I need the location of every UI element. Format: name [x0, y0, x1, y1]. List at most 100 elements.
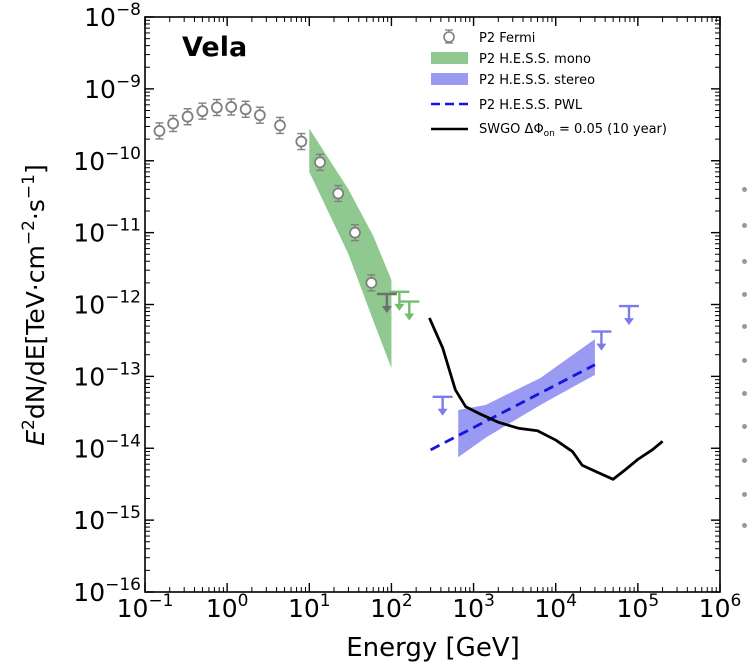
y-tick-base: 10: [73, 506, 105, 535]
y-tick-exp: −13: [105, 359, 141, 379]
legend-item-hess-pwl: P2 H.E.S.S. PWL: [431, 98, 583, 113]
fermi-point: [153, 125, 166, 137]
y-label-mid-sup: −2: [19, 220, 39, 245]
tick-labels: 10−1 100 101 102 103 104 105 10610−1610−1510−14…: [73, 0, 741, 623]
fermi-point: [365, 276, 378, 289]
y-label-post: ]: [21, 164, 50, 174]
x-tick-label: 105: [617, 591, 660, 623]
edge-dot: [742, 187, 747, 192]
legend-stereo-swatch: [431, 73, 468, 85]
legend-mono-label: P2 H.E.S.S. mono: [479, 52, 591, 67]
edge-dot: [742, 523, 747, 528]
legend-item-fermi: P2 Fermi: [443, 29, 535, 46]
legend-fermi-label: P2 Fermi: [479, 31, 535, 46]
edge-dot: [742, 424, 747, 429]
y-tick-exp: −11: [105, 216, 141, 236]
legend-stereo-label: P2 H.E.S.S. stereo: [479, 73, 595, 88]
hess-mono-band: [309, 128, 392, 369]
swgo-sensitivity-line: [428, 317, 664, 481]
fermi-point: [239, 103, 252, 116]
fermi-point: [253, 109, 266, 122]
hess-stereo-upper-limit-head: [623, 318, 634, 326]
hess-stereo-upper-limit-head: [437, 408, 448, 416]
edge-dot: [742, 292, 747, 297]
fermi-point: [196, 105, 209, 118]
y-tick-base: 10: [73, 291, 105, 320]
x-tick-base: 10: [534, 594, 566, 623]
edge-dot: [742, 223, 747, 228]
fermi-point: [295, 135, 308, 148]
y-tick-label: 10−9: [84, 72, 141, 104]
y-tick-label: 10−11: [73, 216, 141, 248]
x-tick-label: 10−1: [117, 591, 174, 623]
x-tick-exp: 1: [320, 591, 331, 611]
x-tick-exp: 3: [484, 591, 495, 611]
y-tick-base: 10: [73, 578, 105, 607]
x-tick-label: 102: [370, 591, 413, 623]
x-tick-exp: 0: [238, 591, 249, 611]
fermi-point: [349, 226, 361, 239]
y-tick-exp: −9: [116, 72, 141, 92]
chart-title: Vela: [182, 32, 247, 63]
y-tick-base: 10: [84, 3, 116, 32]
y-tick-base: 10: [73, 434, 105, 463]
y-axis-label: E2dN/dE[TeV·cm−2·s−1]: [19, 164, 50, 445]
x-tick-base: 10: [288, 594, 320, 623]
y-tick-exp: −10: [105, 144, 141, 164]
x-tick-label: 101: [288, 591, 331, 623]
fermi-point: [210, 101, 223, 114]
data-layer: [153, 98, 664, 481]
hess-mono-upper-limit-head: [394, 303, 405, 311]
y-label-mid: dN/dE[TeV·cm: [21, 245, 50, 419]
y-label-mid2: ·s: [21, 199, 50, 220]
y-tick-base: 10: [73, 219, 105, 248]
x-axis-label: Energy [GeV]: [346, 633, 520, 663]
legend-item-hess-mono: P2 H.E.S.S. mono: [431, 52, 591, 67]
fermi-point: [181, 110, 194, 123]
legend-item-hess-stereo: P2 H.E.S.S. stereo: [431, 73, 595, 88]
x-tick-exp: −1: [148, 591, 173, 611]
y-tick-exp: −8: [116, 0, 141, 20]
x-tick-base: 10: [206, 594, 238, 623]
legend: P2 Fermi P2 H.E.S.S. mono P2 H.E.S.S. st…: [431, 29, 667, 139]
edge-dot: [742, 324, 747, 329]
y-tick-label: 10−16: [73, 575, 141, 607]
fermi-point: [332, 187, 345, 200]
x-tick-exp: 6: [730, 591, 741, 611]
plot-frame: [144, 16, 721, 593]
y-tick-label: 10−13: [73, 359, 141, 391]
y-tick-exp: −12: [105, 288, 141, 308]
y-tick-base: 10: [84, 75, 116, 104]
legend-fermi-marker: [443, 31, 455, 43]
edge-dot: [742, 259, 747, 264]
edge-dot: [742, 458, 747, 463]
legend-swgo-sub: on: [544, 129, 555, 139]
y-tick-exp: −16: [105, 575, 141, 595]
x-tick-base: 10: [370, 594, 402, 623]
fermi-point: [167, 117, 180, 130]
fermi-point: [274, 119, 286, 132]
x-tick-base: 10: [117, 594, 149, 623]
legend-item-swgo: SWGO ΔΦon = 0.05 (10 year): [431, 122, 667, 139]
hess-mono-upper-limit-head: [404, 313, 415, 321]
x-tick-base: 10: [617, 594, 649, 623]
y-tick-label: 10−10: [73, 144, 141, 176]
y-tick-label: 10−14: [73, 431, 141, 463]
x-tick-base: 10: [699, 594, 731, 623]
fermi-upper-limit-head: [381, 305, 392, 313]
legend-swgo-label: SWGO ΔΦon = 0.05 (10 year): [479, 122, 667, 139]
edge-dot: [742, 358, 747, 363]
y-tick-label: 10−15: [73, 503, 141, 535]
x-tick-label: 106: [699, 591, 742, 623]
edge-dot: [742, 492, 747, 497]
y-label-mid2-sup: −1: [19, 174, 39, 199]
y-label-pre: E: [21, 430, 50, 446]
legend-swgo-main: SWGO ΔΦ: [479, 122, 544, 137]
fermi-point: [314, 156, 326, 169]
x-tick-exp: 5: [648, 591, 659, 611]
y-tick-base: 10: [73, 147, 105, 176]
legend-pwl-label: P2 H.E.S.S. PWL: [479, 98, 583, 113]
y-label-pre-sup: 2: [19, 419, 39, 430]
axis-ticks: [144, 16, 721, 593]
